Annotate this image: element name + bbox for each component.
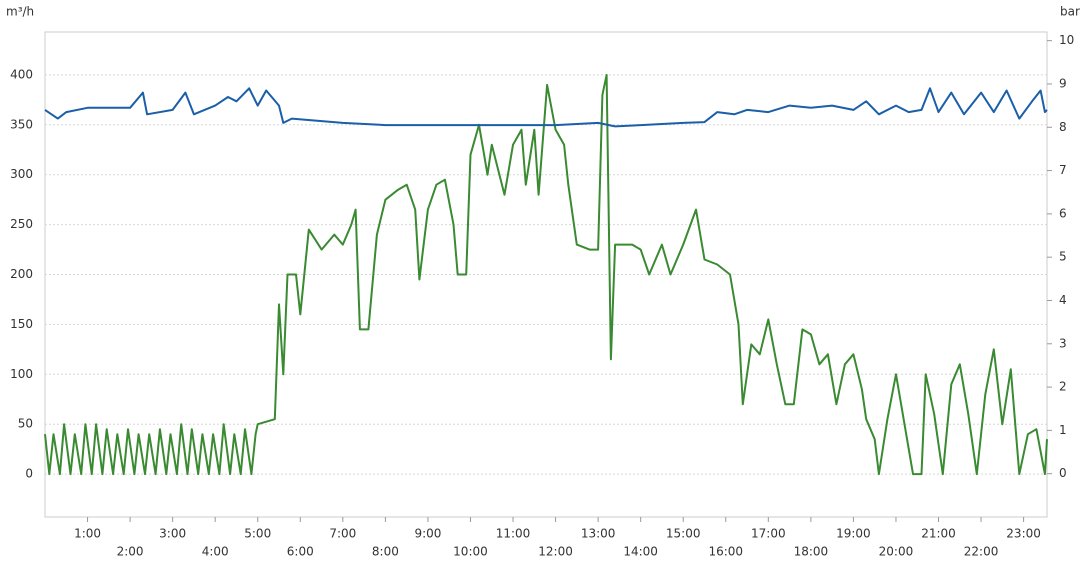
x-tick-label: 23:00 xyxy=(1006,527,1041,541)
x-tick-label: 2:00 xyxy=(117,545,144,559)
x-tick-label: 1:00 xyxy=(74,527,101,541)
y-axis-label: m³/h xyxy=(6,5,34,19)
y-tick-label: 350 xyxy=(10,117,33,131)
y-tick-label: 300 xyxy=(10,167,33,181)
y2-tick-label: 9 xyxy=(1059,76,1067,90)
data-line xyxy=(44,87,1048,128)
x-tick-label: 12:00 xyxy=(538,545,573,559)
x-tick-label: 5:00 xyxy=(244,527,271,541)
x-tick-label: 14:00 xyxy=(623,545,658,559)
y2-tick-label: 7 xyxy=(1059,163,1067,177)
y2-tick-label: 2 xyxy=(1059,380,1067,394)
x-tick-label: 10:00 xyxy=(453,545,488,559)
y2-tick-label: 6 xyxy=(1059,206,1067,220)
x-tick-label: 18:00 xyxy=(794,545,829,559)
x-tick-label: 19:00 xyxy=(836,527,871,541)
x-tick-label: 13:00 xyxy=(581,527,616,541)
x-tick-label: 11:00 xyxy=(496,527,531,541)
y2-tick-label: 5 xyxy=(1059,250,1067,264)
y2-tick-label: 4 xyxy=(1059,293,1067,307)
y-tick-label: 100 xyxy=(10,367,33,381)
x-tick-label: 7:00 xyxy=(329,527,356,541)
x-tick-label: 3:00 xyxy=(159,527,186,541)
x-tick-label: 21:00 xyxy=(921,527,956,541)
y-tick-label: 0 xyxy=(25,467,33,481)
y-tick-label: 250 xyxy=(10,217,33,231)
x-tick-label: 20:00 xyxy=(879,545,914,559)
y-tick-label: 150 xyxy=(10,317,33,331)
x-tick-label: 9:00 xyxy=(414,527,441,541)
y-tick-label: 50 xyxy=(18,417,33,431)
x-tick-label: 15:00 xyxy=(666,527,701,541)
x-tick-label: 17:00 xyxy=(751,527,786,541)
y2-tick-label: 8 xyxy=(1059,120,1067,134)
y2-tick-label: 3 xyxy=(1059,336,1067,350)
y-tick-label: 200 xyxy=(10,267,33,281)
y2-tick-label: 10 xyxy=(1059,33,1074,47)
x-tick-label: 4:00 xyxy=(202,545,229,559)
x-tick-label: 22:00 xyxy=(964,545,999,559)
x-tick-label: 6:00 xyxy=(287,545,314,559)
y2-axis-label: bar xyxy=(1060,5,1080,19)
x-tick-label: 16:00 xyxy=(708,545,743,559)
y-tick-label: 400 xyxy=(10,67,33,81)
y2-tick-label: 1 xyxy=(1059,423,1067,437)
y2-tick-label: 0 xyxy=(1059,466,1067,480)
x-tick-label: 8:00 xyxy=(372,545,399,559)
